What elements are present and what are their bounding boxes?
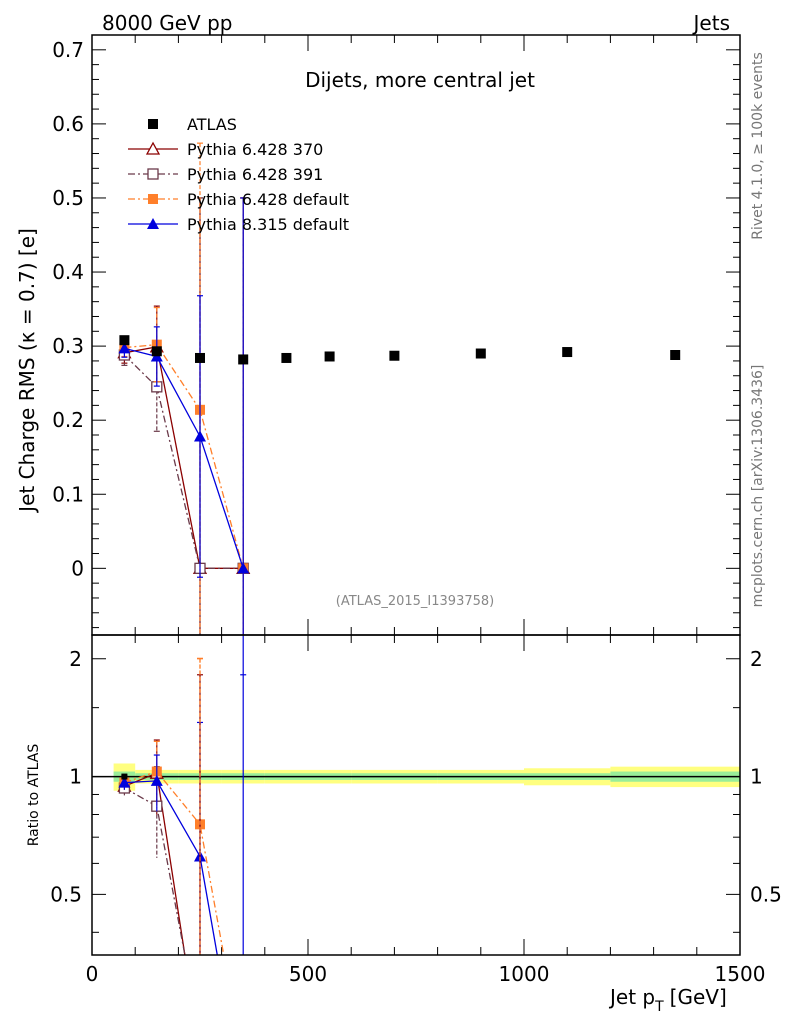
y-tick-label: 0.7 <box>52 38 84 62</box>
legend-label: Pythia 6.428 391 <box>187 165 323 184</box>
y-tick-label: 0 <box>71 556 84 580</box>
data-marker <box>147 168 159 180</box>
mcplots-label: mcplots.cern.ch [arXiv:1306.3436] <box>750 365 766 608</box>
data-marker <box>118 776 131 788</box>
legend-label: Pythia 6.428 default <box>187 190 349 209</box>
ratio-tick-label: 1 <box>69 765 82 789</box>
series-line <box>123 354 244 569</box>
y-tick-label: 0.5 <box>52 186 84 210</box>
legend-entry: Pythia 6.428 391 <box>128 165 323 184</box>
series-line <box>124 343 244 569</box>
y-tick-label: 0.1 <box>52 482 84 506</box>
data-marker <box>389 350 400 361</box>
series-line <box>124 346 244 569</box>
data-marker <box>475 348 486 359</box>
data-marker <box>281 352 292 363</box>
ratio-tick-label: 2 <box>69 647 82 671</box>
ratio-series-line <box>124 772 186 956</box>
main-axis-ticks: 0 0.1 0.2 0.3 0.4 0.5 0.6 0.7 <box>52 35 741 635</box>
legend-label: ATLAS <box>187 115 237 134</box>
legend-label: Pythia 8.315 default <box>187 215 349 234</box>
x-tick-label: 500 <box>289 962 327 986</box>
legend-entry: ATLAS <box>148 115 237 134</box>
data-marker <box>145 141 161 155</box>
ratio-series-line <box>124 787 186 956</box>
ratio-frame <box>91 634 741 956</box>
legend: ATLAS Pythia 6.428 370 Pythia 6.428 391 Pyt… <box>128 115 349 234</box>
legend-entry: Pythia 6.428 370 <box>128 140 323 159</box>
ratio-series-line <box>124 780 218 956</box>
data-marker <box>237 562 250 574</box>
legend-label: Pythia 6.428 370 <box>187 140 323 159</box>
legend-entry: Pythia 6.428 default <box>128 190 349 209</box>
data-marker <box>121 773 128 780</box>
data-marker <box>194 430 206 442</box>
series-line <box>124 347 244 569</box>
x-tick-label: 1500 <box>715 962 766 986</box>
data-marker <box>119 335 130 346</box>
ratio-y-axis-label: Ratio to ATLAS <box>26 744 42 847</box>
rivet-label: Rivet 4.1.0, ≥ 100k events <box>750 52 766 240</box>
ratio-tick-label-right: 2 <box>750 647 763 671</box>
data-marker <box>238 354 249 365</box>
ratio-axis-ticks: 0.5 0.5 1 1 2 2 0 500 1000 1500 <box>50 635 782 986</box>
chart-title: Dijets, more central jet <box>305 68 535 92</box>
y-tick-label: 0.3 <box>52 334 84 358</box>
header-left: 8000 GeV pp <box>102 11 233 35</box>
x-tick-label: 1000 <box>499 962 550 986</box>
analysis-watermark: (ATLAS_2015_I1393758) <box>336 594 494 609</box>
data-marker <box>148 119 158 129</box>
data-marker <box>150 774 163 786</box>
header-right: Jets <box>692 11 730 35</box>
data-marker <box>324 351 335 362</box>
y-tick-label: 0.6 <box>52 112 84 136</box>
ratio-series-layer <box>117 635 247 956</box>
y-axis-label: Jet Charge RMS (κ = 0.7) [e] <box>15 228 39 514</box>
x-tick-label: 0 <box>86 962 99 986</box>
ratio-tick-label-right: 1 <box>750 765 763 789</box>
ratio-series-line <box>124 770 225 956</box>
data-marker <box>118 342 131 354</box>
data-marker <box>151 346 162 357</box>
y-tick-label: 0.4 <box>52 260 84 284</box>
panel-frames <box>91 34 741 956</box>
y-tick-label: 0.2 <box>52 408 84 432</box>
data-marker <box>195 352 205 363</box>
legend-entry: Pythia 8.315 default <box>128 215 349 234</box>
data-marker <box>147 218 159 229</box>
data-marker <box>562 347 573 358</box>
ratio-uncertainty-band <box>92 763 740 791</box>
x-axis-label: Jet pT [GeV] <box>608 985 727 1015</box>
main-series-layer <box>117 142 681 635</box>
ratio-tick-label-right: 0.5 <box>750 882 782 906</box>
data-marker <box>148 194 158 204</box>
data-marker <box>670 350 681 360</box>
ratio-tick-label: 0.5 <box>50 882 82 906</box>
